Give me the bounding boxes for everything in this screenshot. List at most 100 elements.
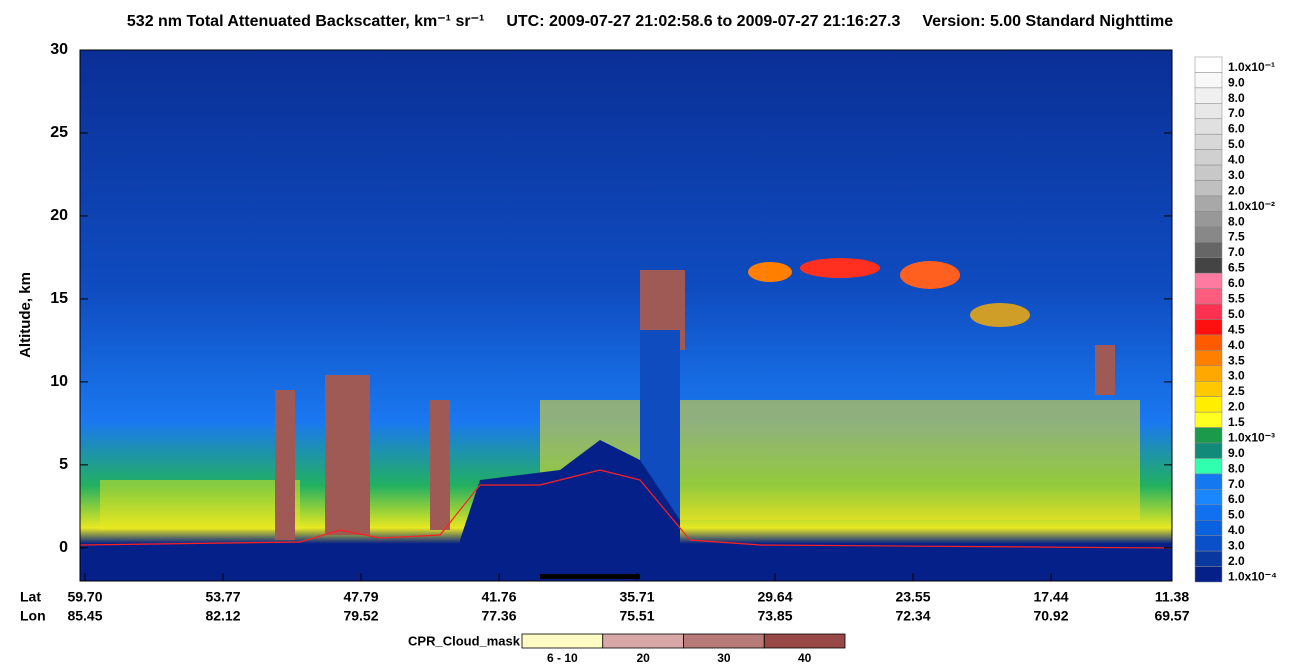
colorbar-label: 2.0 [1228,400,1245,414]
colorbar-swatch [1194,272,1223,289]
colorbar-label: 1.0x10⁻² [1228,199,1275,213]
x-tick-label: 47.79 [343,589,378,605]
colorbar-label: 3.0 [1228,539,1245,553]
colorbar-swatch [1194,303,1223,320]
x-tick-label: 23.55 [895,589,930,605]
cpr-legend-swatch [521,633,604,649]
y-tick-label: 20 [50,207,68,224]
x-tick-label: 82.12 [205,608,240,624]
colorbar-swatch [1194,566,1223,583]
cpr-legend-swatch [763,633,846,649]
y-axis-label: Altitude, km [17,272,34,358]
colorbar-label: 5.5 [1228,292,1245,306]
x-tick-label: 70.92 [1033,608,1068,624]
colorbar-label: 8.0 [1228,214,1245,228]
y-tick-label: 30 [50,41,68,58]
colorbar-label: 7.0 [1228,477,1245,491]
x-tick-label: 72.34 [895,608,930,624]
colorbar-swatch [1194,319,1223,336]
colorbar-label: 1.5 [1228,415,1245,429]
x-tick-label: 79.52 [343,608,378,624]
colorbar-swatch [1194,133,1223,150]
colorbar-label: 3.0 [1228,369,1245,383]
x-tick-label: 35.71 [619,589,654,605]
colorbar-label: 5.0 [1228,137,1245,151]
colorbar-label: 2.0 [1228,554,1245,568]
x-tick-label: 29.64 [757,589,792,605]
colorbar-swatch [1194,489,1223,506]
colorbar-swatch [1194,350,1223,367]
colorbar-swatch [1194,427,1223,444]
colorbar-label: 1.0x10⁻³ [1228,430,1275,444]
colorbar-label: 6.5 [1228,261,1245,275]
y-tick-label: 5 [59,456,68,473]
x-tick-label: 41.76 [481,589,516,605]
colorbar-label: 7.5 [1228,230,1245,244]
colorbar-swatch [1194,103,1223,120]
colorbar-swatch [1194,334,1223,351]
x-row-name: Lon [20,608,46,624]
colorbar-swatch [1194,473,1223,490]
colorbar-swatch [1194,411,1223,428]
colorbar-label: 1.0x10⁻¹ [1228,60,1275,74]
colorbar-label: 5.0 [1228,307,1245,321]
cpr-legend-label: 30 [717,651,731,665]
colorbar-swatch [1194,149,1223,166]
x-tick-label: 59.70 [67,589,102,605]
colorbar-swatch [1194,257,1223,274]
cpr-legend-swatch [602,633,684,649]
x-tick-label: 73.85 [757,608,792,624]
colorbar-swatch [1194,519,1223,536]
x-tick-label: 75.51 [619,608,654,624]
chart-subtitle: UTC: 2009-07-27 21:02:58.6 to 2009-07-27… [506,13,900,30]
colorbar-label: 7.0 [1228,245,1245,259]
colorbar-label: 3.0 [1228,168,1245,182]
x-tick-label: 77.36 [481,608,516,624]
colorbar-swatch [1194,442,1223,459]
colorbar-swatch [1194,195,1223,212]
cpr-legend-label: 20 [636,651,650,665]
colorbar-label: 6.0 [1228,492,1245,506]
x-tick-label: 17.44 [1033,589,1068,605]
colorbar-swatch [1194,211,1223,228]
cpr-legend-title: CPR_Cloud_mask [408,633,521,648]
colorbar-swatch [1194,504,1223,521]
colorbar-swatch [1194,87,1223,104]
y-tick-label: 25 [50,124,68,141]
colorbar-label: 4.0 [1228,338,1245,352]
colorbar-swatch [1194,365,1223,382]
chart-title: 532 nm Total Attenuated Backscatter, km⁻… [127,13,484,30]
colorbar-swatch [1194,242,1223,258]
header: 532 nm Total Attenuated Backscatter, km⁻… [127,13,1173,30]
colorbar-label: 4.5 [1228,322,1245,336]
colorbar-label: 8.0 [1228,461,1245,475]
plot-frame [79,49,1173,582]
x-row-name: Lat [20,589,41,605]
x-tick-label: 53.77 [205,589,240,605]
version: Version: 5.00 Standard Nighttime [922,13,1173,30]
cpr-legend-swatch [683,633,765,649]
colorbar-swatch [1194,535,1223,552]
x-tick-label: 69.57 [1154,608,1189,624]
y-tick-label: 0 [59,539,68,556]
cpr-legend-label: 6 - 10 [547,651,578,665]
colorbar-swatch [1194,72,1223,89]
colorbar-label: 4.0 [1228,523,1245,537]
colorbar-swatch [1194,56,1223,73]
colorbar-label: 6.0 [1228,122,1245,136]
colorbar-swatch [1194,118,1223,135]
colorbar-label: 9.0 [1228,446,1245,460]
y-tick-label: 10 [50,373,68,390]
colorbar-label: 1.0x10⁻⁴ [1228,569,1277,583]
colorbar-label: 3.5 [1228,353,1245,367]
colorbar-label: 9.0 [1228,75,1245,89]
colorbar-swatch [1194,226,1223,243]
x-tick-label: 11.38 [1155,589,1189,605]
colorbar-swatch [1194,381,1223,397]
colorbar-swatch [1194,550,1223,567]
colorbar-label: 8.0 [1228,91,1245,105]
colorbar-swatch [1194,396,1223,413]
backscatter-field [79,50,1173,581]
colorbar-label: 4.0 [1228,153,1245,167]
